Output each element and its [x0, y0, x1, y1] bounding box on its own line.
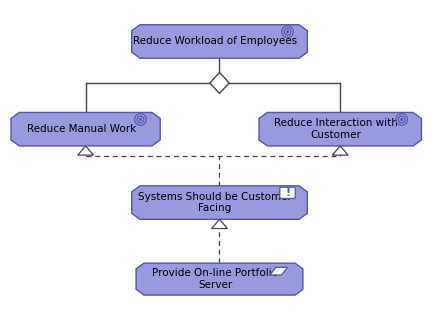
Polygon shape — [11, 113, 160, 146]
Polygon shape — [136, 263, 302, 295]
Text: Reduce Workload of Employees: Reduce Workload of Employees — [133, 36, 297, 47]
FancyBboxPatch shape — [279, 187, 295, 198]
Polygon shape — [258, 113, 420, 146]
Polygon shape — [78, 146, 93, 155]
Ellipse shape — [399, 118, 402, 121]
Text: Provide On-line Portfolio
Server: Provide On-line Portfolio Server — [152, 268, 278, 290]
Ellipse shape — [286, 31, 288, 33]
Polygon shape — [131, 186, 307, 219]
Text: !: ! — [284, 188, 290, 197]
Polygon shape — [211, 219, 227, 228]
Text: Reduce Manual Work: Reduce Manual Work — [27, 124, 135, 134]
Polygon shape — [269, 267, 287, 275]
Ellipse shape — [139, 118, 141, 121]
Polygon shape — [332, 146, 347, 155]
Text: Reduce Interaction with
Customer: Reduce Interaction with Customer — [273, 118, 397, 140]
Polygon shape — [131, 25, 307, 58]
Text: Systems Should be Customer
Facing: Systems Should be Customer Facing — [138, 192, 291, 213]
Polygon shape — [209, 72, 229, 93]
